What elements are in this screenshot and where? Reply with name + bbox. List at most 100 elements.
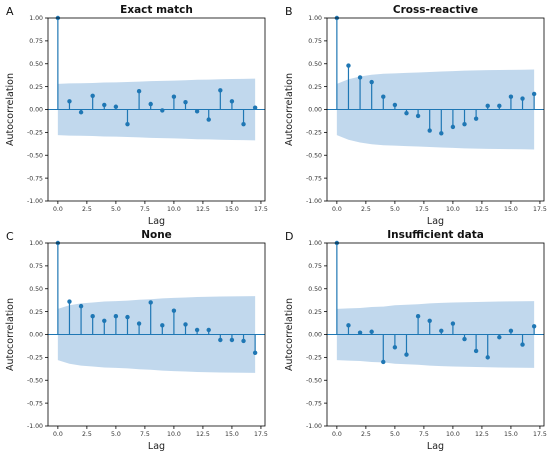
y-tick-label: -0.50 [27,152,43,159]
stem-marker [369,79,374,85]
stem-marker [497,335,502,340]
x-axis-label: Lag [427,216,444,227]
x-tick-label: 17.5 [254,206,268,213]
x-axis-label: Lag [148,441,165,452]
y-tick-label: -0.25 [27,130,43,137]
stem-marker [241,121,246,127]
panel-title: Insufficient data [387,229,484,241]
stem-marker [473,348,479,354]
x-tick-label: 5.0 [111,206,121,213]
y-axis-label: Autocorrelation [284,73,295,146]
y-tick-label: 0.00 [29,332,43,339]
stem-marker [415,113,421,119]
stem-marker [194,109,200,114]
stem-marker [102,102,107,108]
y-tick-label: 0.25 [308,84,322,91]
x-tick-label: 10.0 [167,431,181,438]
stem-marker [485,103,490,109]
y-tick-label: 0.50 [29,61,43,68]
y-axis-label: Autocorrelation [284,298,295,371]
stem-marker [531,91,537,97]
y-tick-label: 0.50 [308,286,322,293]
x-tick-label: 12.5 [196,431,210,438]
y-tick-label: 0.50 [29,286,43,293]
y-tick-label: -0.50 [306,377,322,384]
x-tick-label: 5.0 [390,431,400,438]
stem-marker [404,110,409,116]
stem-marker [439,131,444,136]
stem-marker [90,93,95,98]
stem-marker [439,328,444,334]
stem-marker [102,318,107,323]
x-tick-label: 2.5 [82,431,92,438]
x-tick-label: 12.5 [196,206,210,213]
stem-marker [113,104,119,109]
stem-marker [148,300,153,305]
x-tick-label: 15.0 [225,206,239,213]
stem-marker [450,124,456,130]
x-tick-label: 10.0 [446,206,460,213]
x-tick-label: 7.5 [140,431,150,438]
y-tick-label: 0.00 [29,107,43,114]
stem-marker [206,117,211,122]
y-tick-label: 0.75 [29,38,43,45]
stem-marker [229,99,235,104]
stem-marker [67,99,72,104]
x-tick-label: 0.0 [53,431,63,438]
panel-letter: D [285,230,293,243]
stem-marker [346,63,351,68]
stem-marker [206,327,211,333]
y-tick-label: -0.75 [27,175,43,182]
y-tick-label: 0.00 [308,332,322,339]
y-tick-label: 0.50 [308,61,322,68]
stem-marker [183,322,188,327]
stem-marker [218,88,223,93]
y-tick-label: -1.00 [27,198,43,205]
stem-marker [78,110,84,115]
stem-marker [183,99,188,105]
x-axis-label: Lag [427,441,444,452]
y-tick-label: -0.25 [306,130,322,137]
x-tick-label: 0.0 [332,206,342,213]
stem-marker [346,323,351,328]
stem-marker [136,89,142,94]
x-tick-label: 0.0 [53,206,63,213]
stem-marker [415,314,421,319]
stem-marker [485,355,490,360]
x-tick-label: 17.5 [533,431,547,438]
stem-marker [90,314,95,319]
x-tick-label: 15.0 [504,431,518,438]
stem-marker [160,108,165,113]
y-tick-label: -0.50 [27,377,43,384]
panel-title: Exact match [120,4,193,16]
y-tick-label: 1.00 [29,15,43,22]
stem-marker [508,94,514,99]
stem-marker [229,337,235,343]
stem-marker [369,329,374,334]
stem-marker [427,318,432,323]
stem-marker [113,314,119,319]
stem-marker [67,299,72,304]
x-axis-label: Lag [148,216,165,227]
x-tick-label: 12.5 [475,206,489,213]
stem-marker [125,314,130,320]
stem-marker [404,352,409,357]
y-tick-label: 1.00 [29,240,43,247]
x-tick-label: 12.5 [475,431,489,438]
y-tick-label: 0.25 [308,309,322,316]
panel-letter: C [6,230,14,243]
stem-marker [241,338,246,344]
y-tick-label: -0.75 [306,175,322,182]
y-tick-label: 1.00 [308,240,322,247]
stem-marker [381,94,386,99]
y-tick-label: -1.00 [306,423,322,430]
y-tick-label: -1.00 [27,423,43,430]
stem-marker [357,75,363,80]
x-tick-label: 2.5 [361,431,371,438]
stem-marker [78,303,84,309]
stem-marker [160,323,165,328]
stem-marker [148,101,153,107]
stem-marker [520,342,525,347]
stem-marker [171,94,177,99]
stem-marker [171,308,177,313]
